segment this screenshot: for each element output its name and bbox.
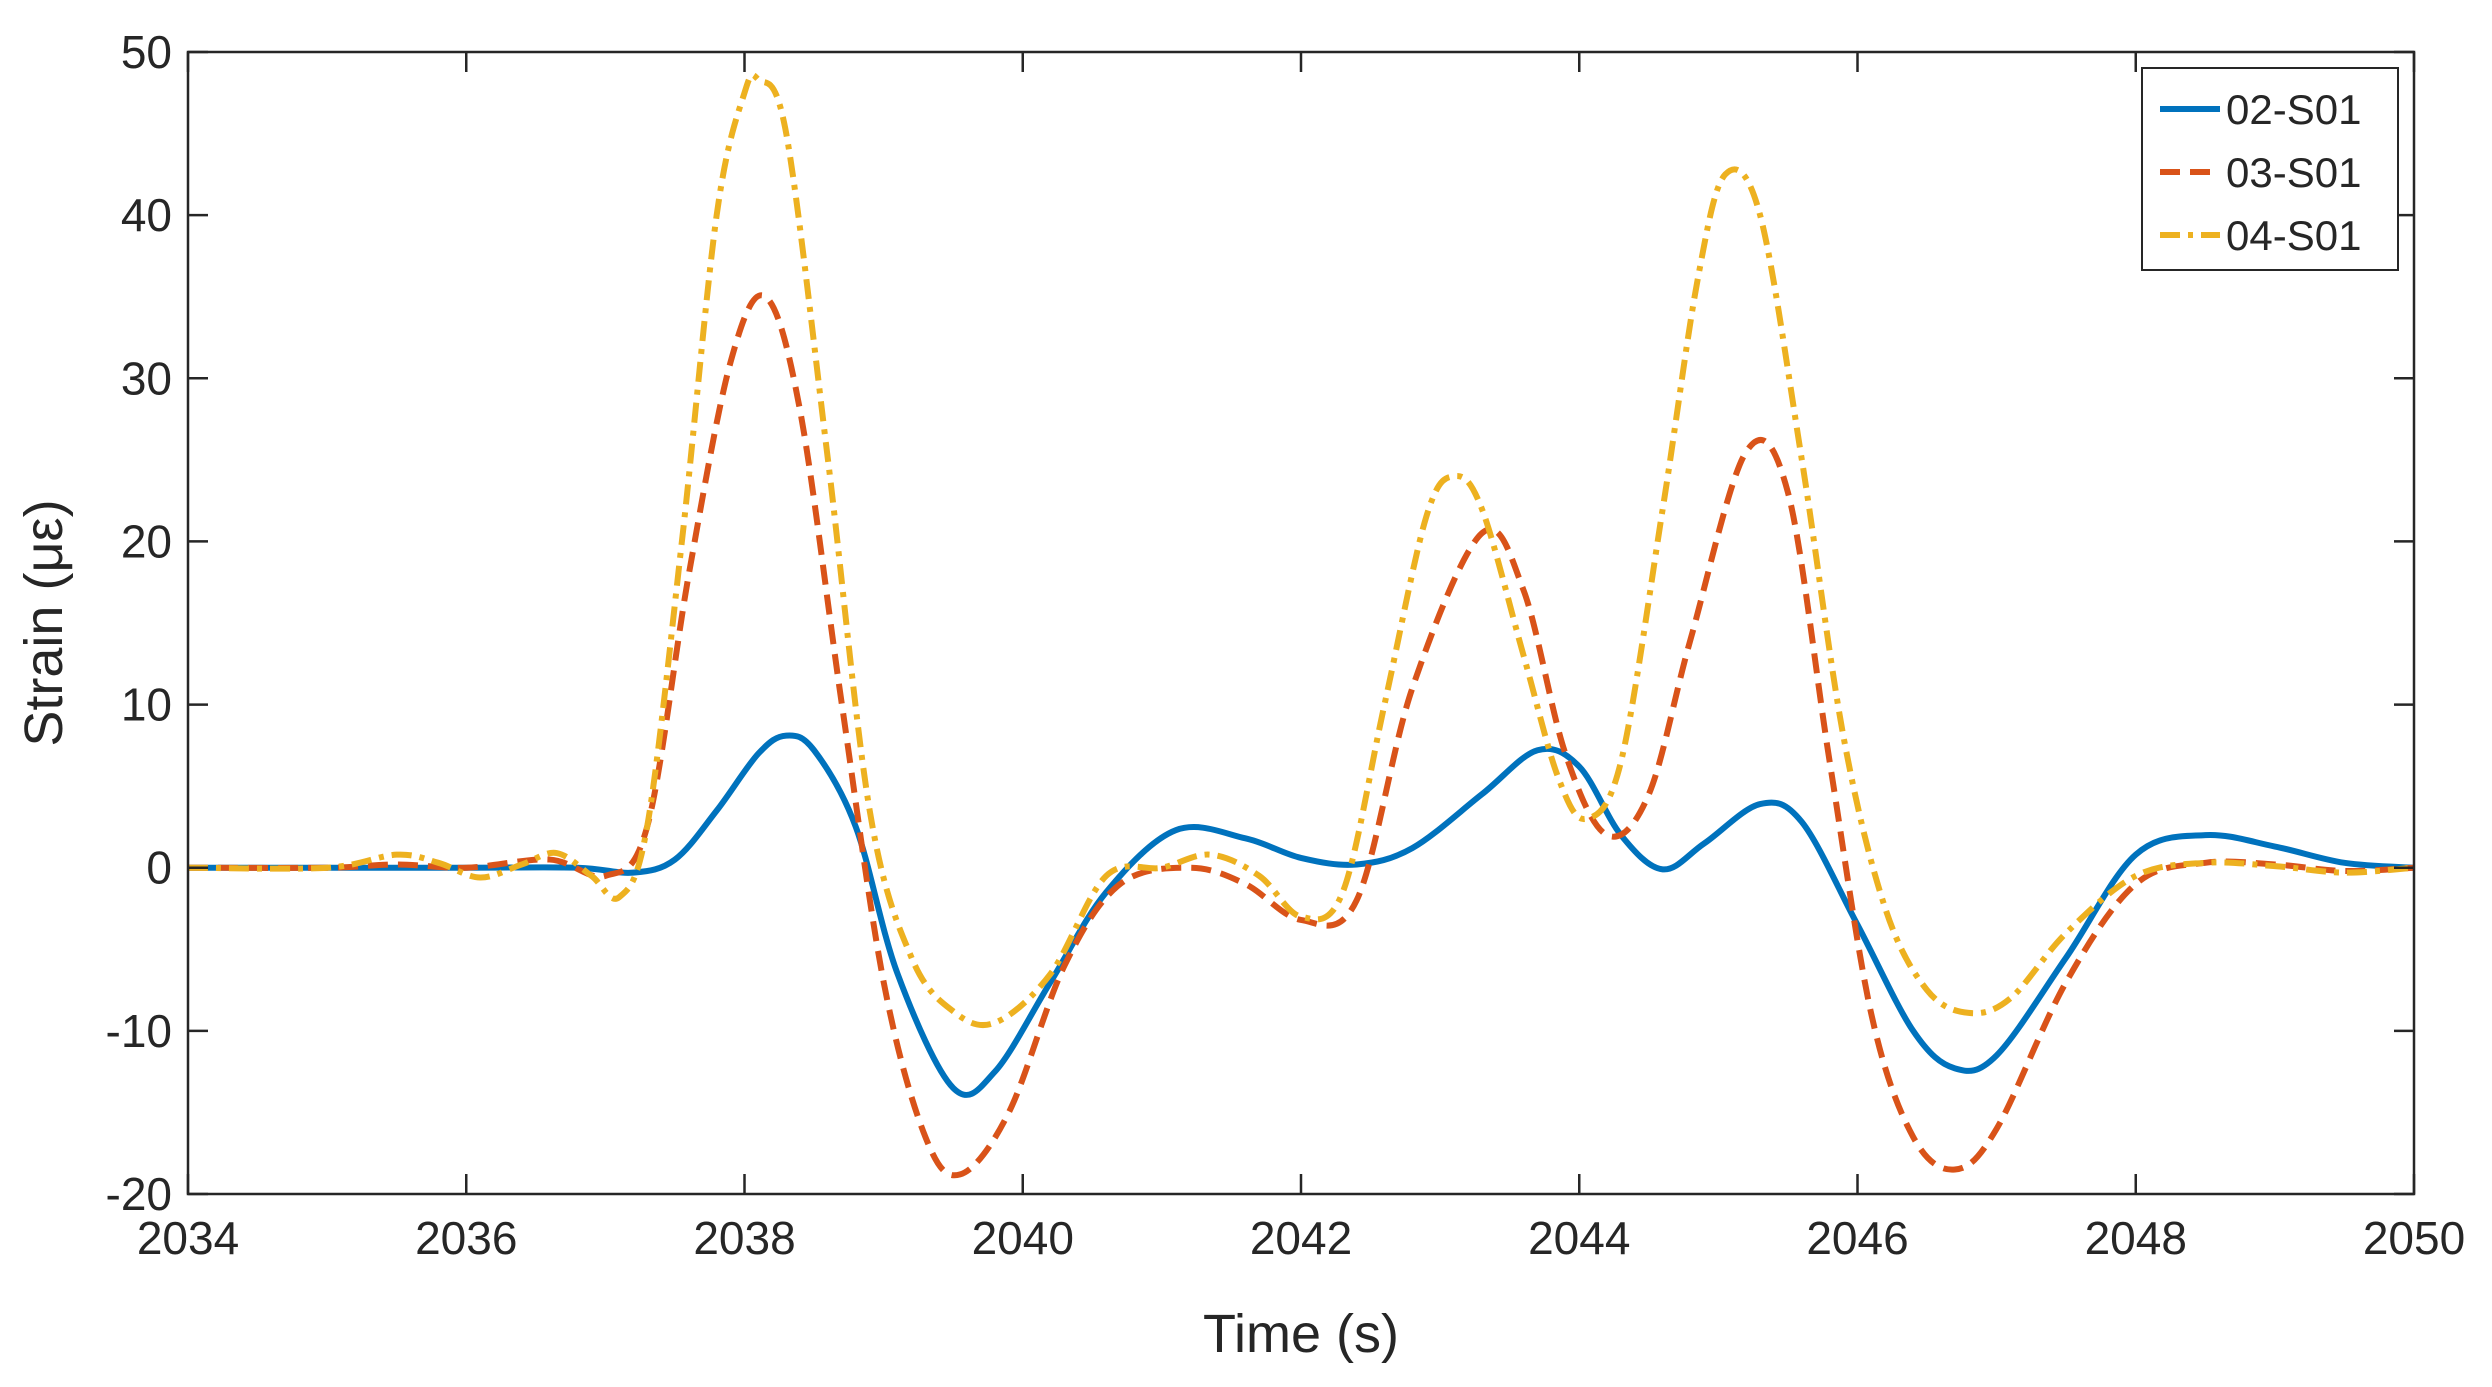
x-tick-label: 2042 [1250, 1212, 1352, 1264]
y-tick-label: 0 [146, 842, 172, 894]
y-tick-label: 10 [121, 679, 172, 731]
y-tick-label: -10 [106, 1005, 172, 1057]
x-axis-title: Time (s) [1203, 1304, 1399, 1364]
x-tick-label: 2048 [2085, 1212, 2187, 1264]
series-line-04-s01 [187, 71, 2415, 1029]
series-line-03-s01 [187, 292, 2415, 1179]
legend-label-03-s01: 03-S01 [2226, 149, 2361, 196]
series-layer [187, 71, 2415, 1179]
x-tick-label: 2038 [693, 1212, 795, 1264]
legend-label-02-s01: 02-S01 [2226, 86, 2361, 133]
x-tick-label: 2034 [137, 1212, 239, 1264]
x-tick-label: 2046 [1806, 1212, 1908, 1264]
legend-box [2141, 67, 2399, 271]
x-tick-label: 2040 [972, 1212, 1074, 1264]
ticks-layer: 2034 2036 2038 2040 2042 2044 2046 2048 2050-20-… [106, 26, 2466, 1264]
series-line-02-s01 [188, 732, 2415, 1098]
y-tick-label: 30 [121, 352, 172, 404]
y-tick-label: 40 [121, 189, 172, 241]
legend-label-04-s01: 04-S01 [2226, 212, 2361, 259]
y-axis-title: Strain (με) [14, 499, 74, 746]
x-tick-label: 2036 [415, 1212, 517, 1264]
y-tick-label: -20 [106, 1168, 172, 1220]
legend: 02-S01 03-S01 04-S01 [2141, 67, 2399, 271]
x-tick-label: 2050 [2363, 1212, 2465, 1264]
y-tick-label: 20 [121, 515, 172, 567]
y-tick-label: 50 [121, 26, 172, 78]
x-tick-label: 2044 [1528, 1212, 1630, 1264]
